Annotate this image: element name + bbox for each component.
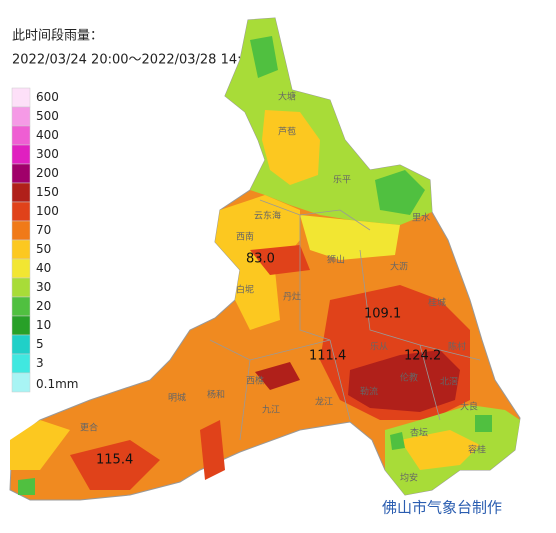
legend-swatch: [11, 106, 31, 127]
legend-label: 600: [36, 90, 59, 104]
center-yellow: [300, 215, 400, 260]
period: 2022/03/24 20:00～2022/03/28 14:00: [12, 53, 258, 68]
legend-label: 70: [36, 223, 51, 237]
legend-swatch: [11, 315, 31, 336]
rain-value: 115.4: [96, 453, 133, 468]
rain-value: 111.4: [309, 349, 346, 364]
south-yellow: [10, 420, 480, 470]
place: 容桂: [468, 444, 486, 456]
place: 勒流: [360, 386, 378, 398]
legend-label: 10: [36, 318, 51, 332]
legend-swatch: [11, 144, 31, 165]
place: 陈村: [448, 341, 466, 353]
legend-swatch: [11, 239, 31, 260]
place: 里水: [412, 212, 430, 224]
place: 均安: [400, 472, 418, 484]
place: 大沥: [390, 261, 408, 273]
legend-label: 20: [36, 299, 51, 313]
place: 西南: [236, 231, 254, 243]
legend-label: 40: [36, 261, 51, 275]
place: 九江: [262, 405, 280, 416]
legend-swatch: [11, 220, 31, 241]
place: 丹灶: [283, 291, 301, 303]
title: 此时间段雨量：: [12, 29, 103, 44]
credit: 佛山市气象台制作: [382, 499, 502, 517]
legend-swatch: [11, 182, 31, 203]
legend-label: 0.1mm: [36, 377, 78, 391]
legend-swatch: [11, 87, 31, 108]
legend-label: 5: [36, 337, 44, 351]
borders: [209, 199, 481, 441]
place: 更合: [80, 422, 98, 434]
legend-label: 150: [36, 185, 59, 199]
legend-label: 500: [36, 109, 59, 123]
place: 龙江: [315, 396, 333, 408]
place: 杨和: [207, 389, 225, 401]
place: 伦教: [400, 372, 418, 384]
rain-value: 109.1: [364, 307, 401, 322]
place: 芦苞: [278, 126, 296, 138]
place: 大塘: [278, 91, 296, 103]
map: [9, 17, 521, 501]
legend-swatch: [11, 372, 31, 393]
place: 明城: [168, 393, 186, 404]
heavy-3: [255, 350, 460, 412]
rain-value: 124.2: [404, 349, 441, 364]
legend-swatch: [11, 296, 31, 317]
legend: 600 500 400 300 200 150 100 70 50 40 30 20 10 5 3 0.1mm: [11, 87, 78, 393]
legend-label: 100: [36, 204, 59, 218]
legend-label: 50: [36, 242, 51, 256]
legend-label: 30: [36, 280, 51, 294]
legend-swatch: [11, 334, 31, 355]
legend-label: 200: [36, 166, 59, 180]
legend-swatch: [11, 201, 31, 222]
legend-label: 300: [36, 147, 59, 161]
place: 乐平: [333, 174, 351, 186]
legend-swatch: [11, 163, 31, 184]
place: 云东海: [254, 210, 281, 222]
legend-swatch: [11, 353, 31, 374]
place: 白坭: [236, 284, 254, 296]
place: 北滘: [440, 377, 458, 388]
legend-swatch: [11, 277, 31, 298]
place: 杏坛: [410, 427, 428, 439]
west-yellow: [215, 195, 300, 330]
place-labels: 大塘 芦苞 乐平 云东海 西南 白坭 丹灶 狮山 大沥 里水 桂城 乐从 陈村 …: [80, 91, 486, 484]
legend-swatch: [11, 258, 31, 279]
legend-label: 3: [36, 356, 44, 370]
place: 桂城: [428, 297, 446, 309]
place: 乐从: [370, 341, 388, 353]
rain-value: 83.0: [246, 252, 275, 267]
legend-swatch: [11, 125, 31, 146]
legend-label: 400: [36, 128, 59, 142]
heavy-2: [70, 245, 310, 490]
place: 西樵: [246, 375, 264, 387]
place: 狮山: [327, 255, 345, 266]
place: 大良: [460, 401, 478, 413]
north-yellow: [262, 110, 320, 185]
green-core: [250, 36, 425, 215]
value-labels: 83.0 109.1 111.4 124.2 115.4: [96, 252, 441, 468]
